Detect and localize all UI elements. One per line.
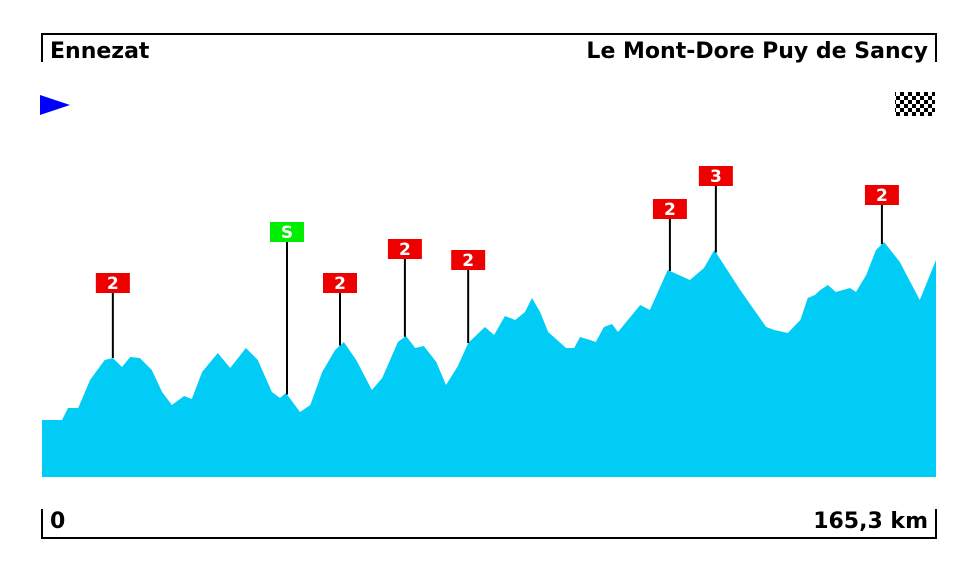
climb-badge bbox=[698, 166, 733, 186]
climb-badge bbox=[864, 185, 899, 205]
finish-name: Le Mont-Dore Puy de Sancy bbox=[586, 39, 928, 64]
climb-category: 2 bbox=[107, 274, 119, 294]
profile-area bbox=[42, 242, 936, 477]
climb-category: 2 bbox=[399, 240, 411, 260]
climb-badge bbox=[652, 199, 687, 219]
distance-label: 0 bbox=[50, 509, 65, 534]
climb-badge bbox=[269, 222, 304, 242]
climb-category: 3 bbox=[710, 167, 722, 187]
footer-frame bbox=[41, 509, 937, 539]
distance-label: 165,3 km bbox=[813, 509, 928, 534]
climb-badge bbox=[323, 273, 357, 293]
start-flag bbox=[40, 95, 70, 115]
climb-badge bbox=[95, 273, 130, 293]
climb-badge bbox=[451, 250, 486, 270]
finish-flag bbox=[895, 92, 935, 116]
climb-category: 2 bbox=[664, 200, 676, 220]
climb-category: S bbox=[281, 223, 293, 243]
climb-category: 2 bbox=[334, 274, 346, 294]
climb-badge bbox=[387, 239, 422, 259]
climb-category: 2 bbox=[462, 251, 474, 271]
climb-category: 2 bbox=[876, 186, 888, 206]
start-name: Ennezat bbox=[50, 39, 150, 64]
header-frame bbox=[41, 33, 937, 62]
